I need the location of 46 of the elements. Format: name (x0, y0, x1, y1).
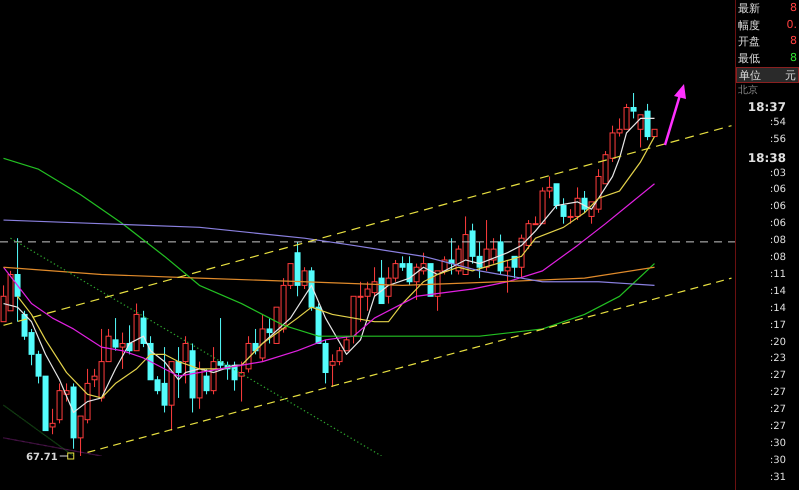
text: :08 (768, 235, 786, 246)
text: :31 (768, 472, 786, 483)
candlestick (182, 336, 189, 384)
text: :14 (768, 286, 786, 297)
candlestick (238, 361, 245, 402)
text: 8 (790, 34, 797, 49)
text: 元 (785, 68, 796, 82)
candlestick (120, 332, 126, 370)
text: 0. (786, 18, 797, 32)
text: :06 (768, 201, 786, 212)
text: :06 (768, 218, 786, 230)
text: :54 (768, 116, 786, 128)
text: 北京 (738, 84, 759, 97)
text: :03 (768, 168, 786, 178)
text: 18:38 (746, 150, 786, 165)
text: :08 (768, 252, 786, 263)
text: :14 (768, 302, 786, 314)
text: :30 (768, 454, 786, 466)
text: 最低 (738, 50, 760, 66)
text: :17 (768, 320, 786, 331)
annotation: 67.71 (26, 452, 58, 463)
text: :06 (768, 184, 786, 196)
text: 18:37 (746, 100, 786, 114)
text: 最新 (738, 1, 760, 17)
candlestick (196, 361, 203, 410)
text: :11 (768, 268, 786, 280)
candlestick (14, 238, 21, 322)
text: :56 (768, 134, 786, 145)
text: :23 (768, 353, 786, 364)
text: 8 (790, 50, 797, 66)
candlestick (176, 346, 182, 398)
text: 幅度 (738, 18, 760, 34)
text: 单位 (739, 68, 761, 82)
text: 8 (790, 1, 797, 16)
candlestick (50, 408, 56, 435)
candlestick (190, 342, 196, 413)
candlestick (630, 93, 637, 119)
text: 开盘 (738, 34, 760, 50)
text: :27 (768, 404, 786, 416)
text: :30 (768, 438, 786, 449)
candlestick (294, 241, 301, 297)
text: :27 (768, 421, 786, 432)
candlestick (266, 318, 273, 344)
text: :20 (768, 336, 786, 348)
text: :27 (768, 370, 786, 382)
text: :27 (768, 387, 786, 398)
